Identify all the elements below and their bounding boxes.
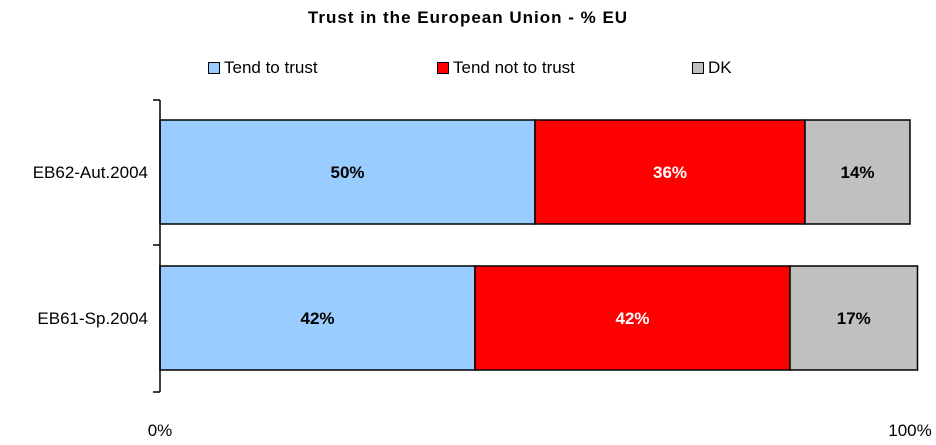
x-tick-label-1: 100% [888,421,931,440]
bar-tend-to-trust-eb61-sp-2004 [159,265,476,371]
category-label-eb62-aut-2004: EB62-Aut.2004 [33,163,148,182]
bar-dk-eb61-sp-2004 [789,265,919,371]
data-label-dk-eb62-aut-2004: 14% [840,163,874,182]
data-label-tend-not-to-trust-eb61-sp-2004: 42% [615,309,649,328]
legend-item-tend-to-trust: Tend to trust [208,58,318,78]
data-label-tend-to-trust-eb62-aut-2004: 50% [330,163,364,182]
x-tick-label-0: 0% [148,421,173,440]
chart-title: Trust in the European Union - % EU [307,8,629,27]
legend-item-dk: DK [692,58,732,78]
data-label-tend-to-trust-eb61-sp-2004: 42% [300,309,334,328]
category-label-eb61-sp-2004: EB61-Sp.2004 [37,309,148,328]
legend-label-dk: DK [708,58,732,77]
legend-swatch-dk [692,62,704,74]
legend-label-tend-to-trust: Tend to trust [224,58,318,77]
bar-dk-eb62-aut-2004 [804,119,911,225]
legend-swatch-tend-not-to-trust [437,62,449,74]
bar-tend-not-to-trust-eb62-aut-2004 [534,119,806,225]
legend-item-tend-not-to-trust: Tend not to trust [437,58,575,78]
data-label-tend-not-to-trust-eb62-aut-2004: 36% [653,163,687,182]
data-label-dk-eb61-sp-2004: 17% [837,309,871,328]
legend-swatch-tend-to-trust [208,62,220,74]
legend: Tend to trust Tend not to trust DK [0,58,936,80]
legend-label-tend-not-to-trust: Tend not to trust [453,58,575,77]
bar-tend-to-trust-eb62-aut-2004 [159,119,536,225]
